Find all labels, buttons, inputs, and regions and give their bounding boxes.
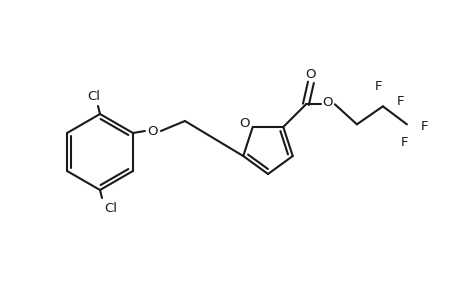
Text: O: O — [239, 118, 249, 130]
Text: Cl: Cl — [104, 202, 117, 215]
Text: F: F — [420, 120, 427, 133]
Text: F: F — [375, 80, 382, 93]
Text: F: F — [400, 136, 408, 149]
Text: Cl: Cl — [87, 90, 100, 103]
Text: F: F — [396, 95, 403, 108]
Text: O: O — [147, 124, 158, 137]
Text: O: O — [322, 96, 332, 109]
Text: O: O — [305, 68, 315, 81]
